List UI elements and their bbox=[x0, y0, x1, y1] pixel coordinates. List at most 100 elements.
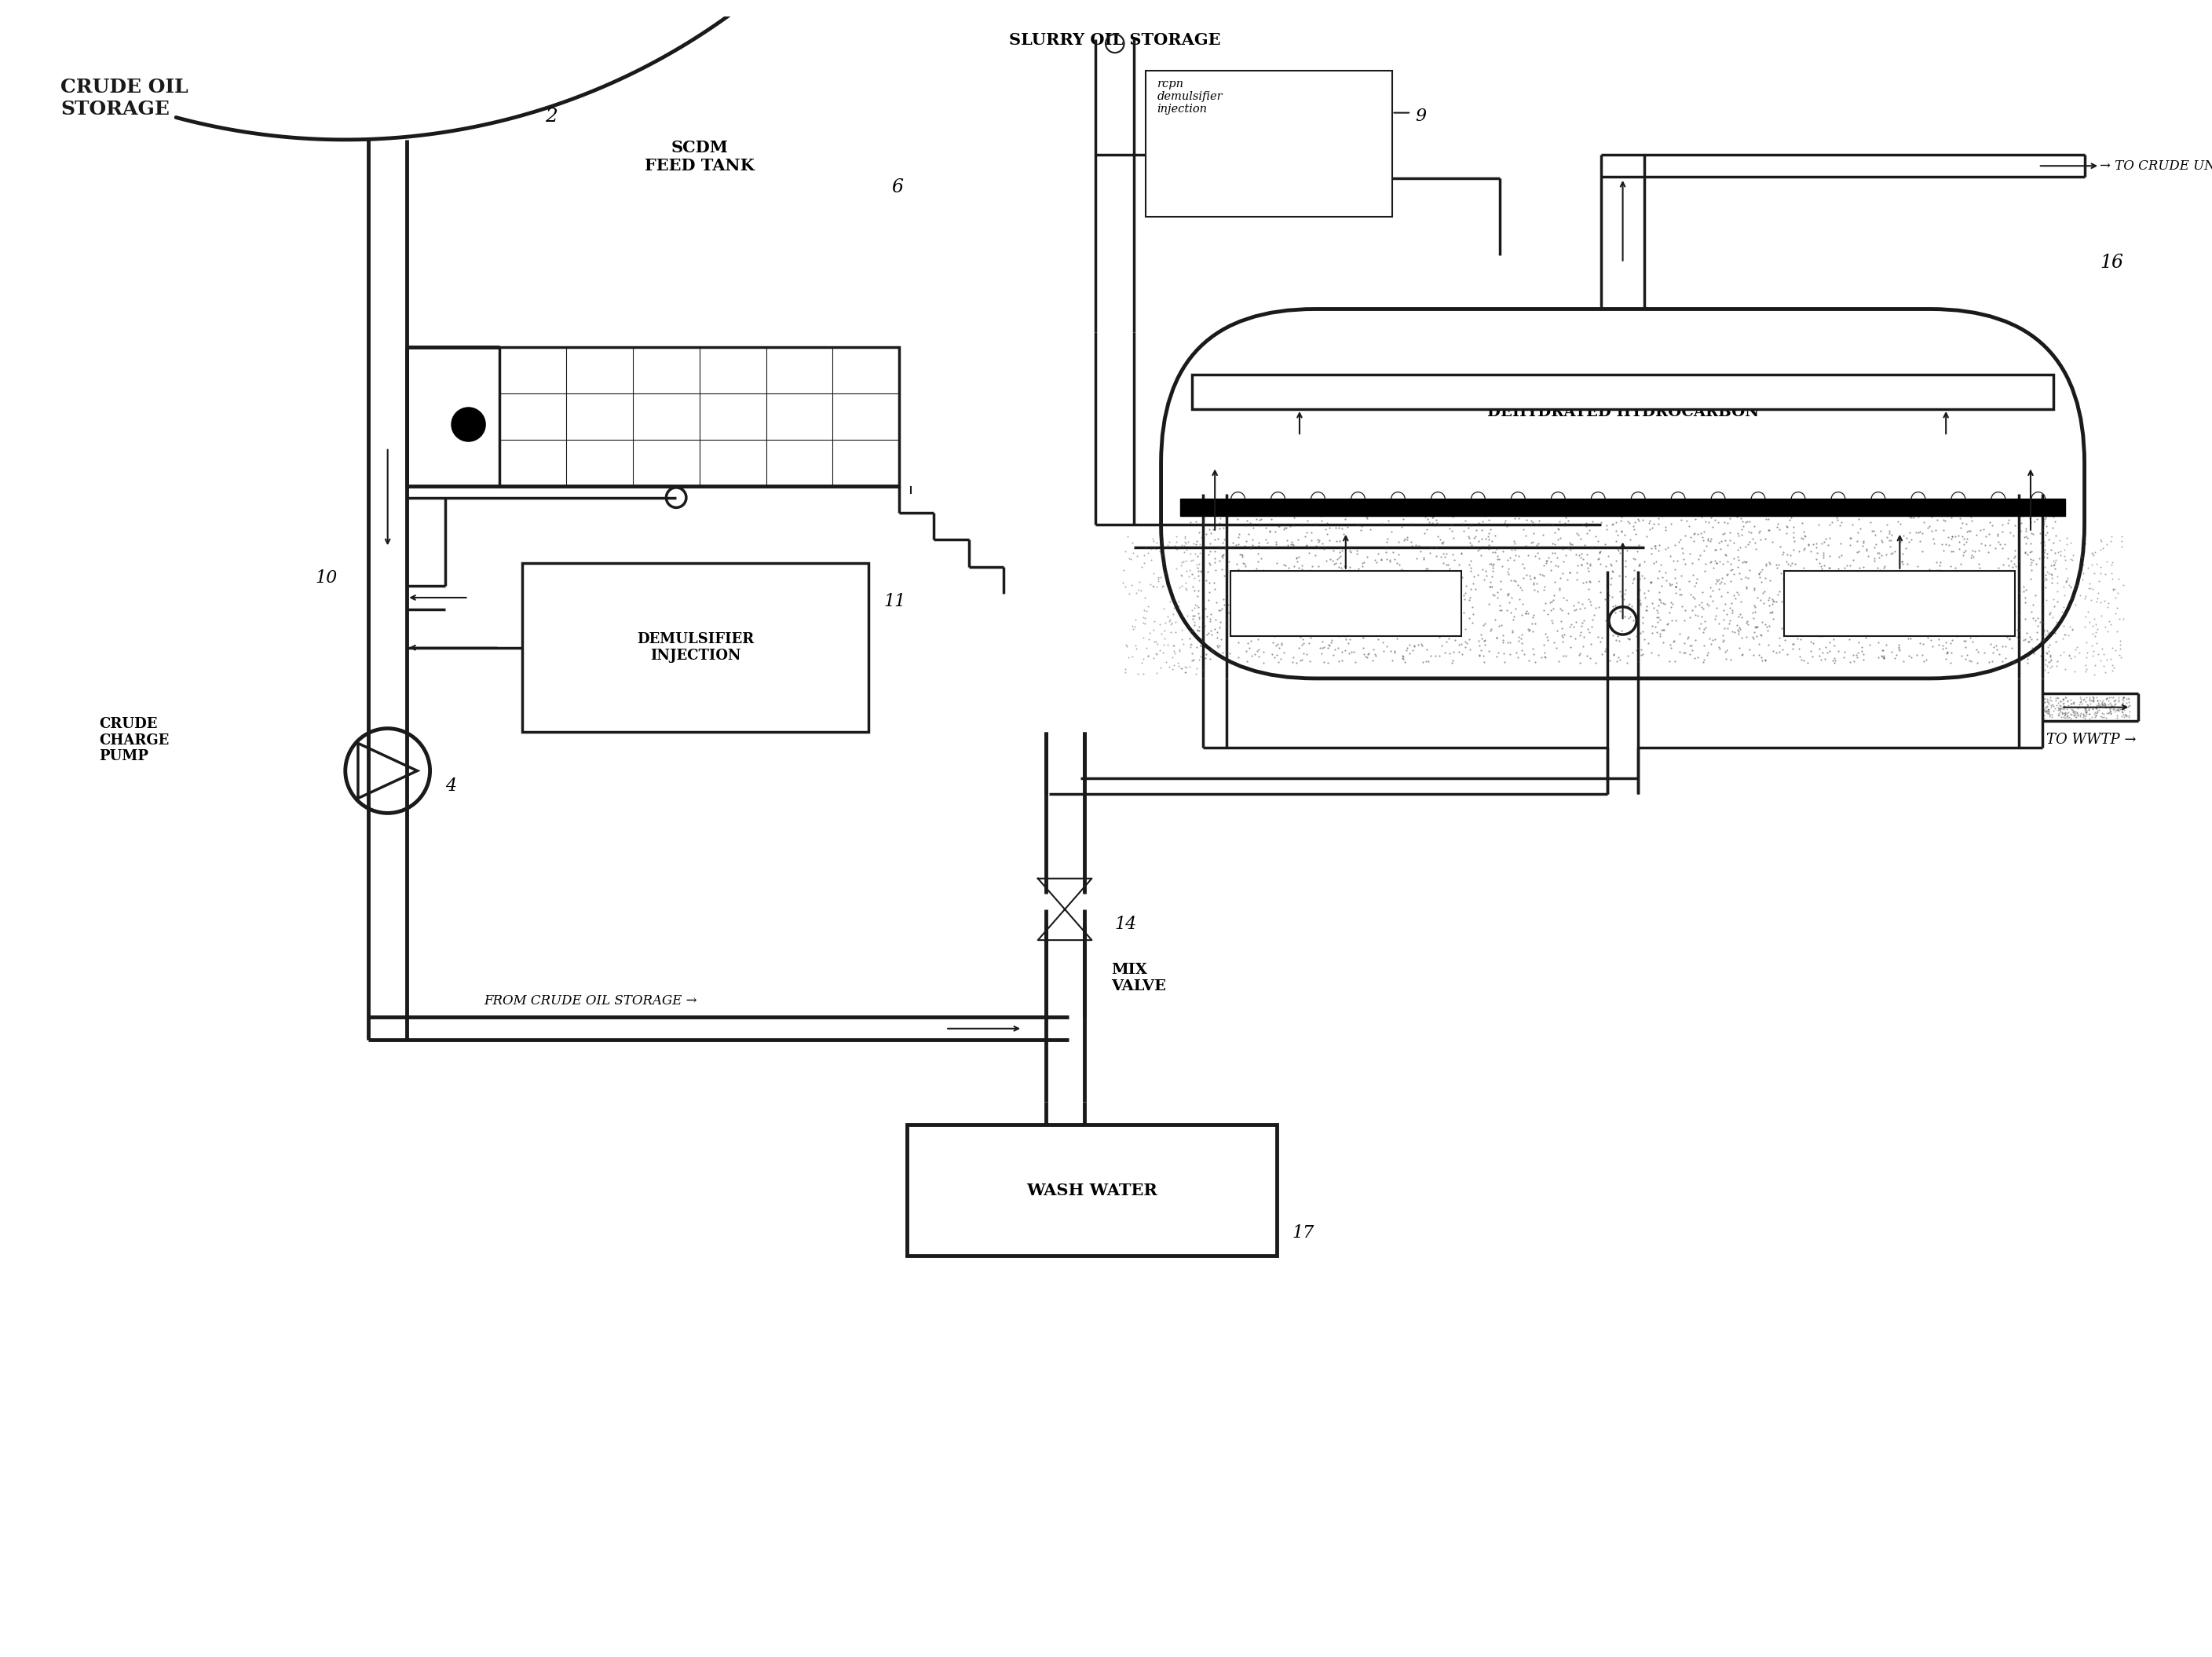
Point bbox=[1697, 507, 1732, 534]
Point bbox=[1728, 573, 1763, 600]
Point bbox=[2088, 704, 2124, 731]
Point bbox=[1796, 583, 1832, 610]
Point bbox=[1506, 641, 1542, 668]
Point bbox=[1851, 631, 1887, 658]
Point bbox=[1221, 532, 1256, 558]
Point bbox=[1303, 504, 1338, 530]
Point bbox=[1666, 630, 1701, 656]
Point bbox=[1321, 623, 1356, 650]
Point bbox=[1159, 620, 1194, 646]
Point bbox=[1369, 580, 1405, 606]
Point bbox=[1405, 573, 1440, 600]
Point bbox=[2079, 688, 2115, 714]
Point bbox=[1902, 565, 1938, 592]
Point bbox=[1310, 650, 1345, 676]
Point bbox=[1192, 530, 1228, 557]
Point bbox=[1517, 563, 1553, 590]
Point bbox=[1947, 575, 1982, 601]
Point bbox=[1701, 509, 1736, 535]
Point bbox=[1825, 620, 1860, 646]
Point bbox=[2026, 539, 2062, 565]
Point bbox=[1276, 598, 1312, 625]
Point bbox=[2026, 510, 2062, 537]
Point bbox=[2059, 703, 2095, 729]
Point bbox=[1663, 562, 1699, 588]
Point bbox=[1878, 645, 1913, 671]
Point bbox=[2013, 623, 2048, 650]
Point bbox=[1776, 519, 1812, 545]
Point bbox=[1723, 601, 1759, 628]
Point bbox=[1785, 525, 1820, 552]
Point bbox=[1429, 628, 1464, 655]
Point bbox=[1803, 646, 1838, 673]
Point bbox=[2033, 693, 2068, 719]
Point bbox=[1783, 643, 1818, 669]
Point bbox=[1272, 603, 1307, 630]
Point bbox=[1369, 535, 1405, 562]
Point bbox=[1705, 550, 1741, 577]
Point bbox=[1641, 592, 1677, 618]
Point bbox=[1436, 606, 1471, 633]
Point bbox=[1962, 517, 1997, 543]
Point bbox=[1486, 539, 1522, 565]
Point bbox=[1511, 615, 1546, 641]
Point bbox=[1770, 550, 1805, 577]
Point bbox=[2095, 658, 2130, 684]
Point bbox=[1730, 509, 1765, 535]
Point bbox=[1323, 550, 1358, 577]
Point bbox=[1661, 640, 1697, 666]
Point bbox=[1413, 540, 1449, 567]
Point bbox=[1710, 510, 1745, 537]
Point bbox=[1192, 570, 1228, 597]
Point bbox=[1228, 532, 1263, 558]
Point bbox=[1243, 512, 1279, 539]
Point bbox=[1584, 641, 1619, 668]
Point bbox=[1902, 592, 1938, 618]
Point bbox=[1239, 605, 1274, 631]
Point bbox=[1471, 532, 1506, 558]
Point bbox=[1429, 563, 1464, 590]
Point bbox=[2028, 640, 2064, 666]
Point bbox=[1455, 593, 1491, 620]
Point bbox=[1922, 557, 1958, 583]
Point bbox=[1761, 625, 1796, 651]
Point bbox=[1854, 578, 1889, 605]
Point bbox=[1292, 583, 1327, 610]
Point bbox=[1865, 542, 1900, 568]
Point bbox=[1584, 578, 1619, 605]
Point bbox=[1210, 613, 1245, 640]
Point bbox=[1206, 592, 1241, 618]
Point bbox=[2008, 620, 2044, 646]
Point bbox=[1694, 588, 1730, 615]
Point bbox=[1533, 588, 1568, 615]
Point bbox=[1531, 626, 1566, 653]
Point bbox=[1396, 558, 1431, 585]
Point bbox=[1130, 643, 1166, 669]
Point bbox=[1436, 547, 1471, 573]
Point bbox=[1144, 529, 1179, 555]
Point bbox=[1498, 568, 1533, 595]
Point bbox=[1301, 529, 1336, 555]
Point bbox=[1363, 547, 1398, 573]
Point bbox=[1670, 625, 1705, 651]
Point bbox=[1712, 606, 1747, 633]
Point bbox=[2011, 542, 2046, 568]
Point bbox=[1661, 529, 1697, 555]
Point bbox=[1276, 645, 1312, 671]
Point bbox=[1893, 504, 1929, 530]
Point bbox=[1509, 598, 1544, 625]
Point bbox=[1677, 520, 1712, 547]
Point bbox=[1168, 655, 1203, 681]
Point bbox=[2075, 696, 2110, 722]
Point bbox=[1559, 558, 1595, 585]
Point bbox=[1186, 621, 1221, 648]
Point bbox=[1781, 585, 1816, 611]
Point bbox=[1453, 547, 1489, 573]
Point bbox=[1736, 598, 1772, 625]
Point bbox=[1119, 636, 1155, 663]
Point bbox=[2004, 510, 2039, 537]
Point bbox=[2088, 548, 2124, 575]
Point bbox=[1730, 608, 1765, 635]
Point bbox=[1298, 532, 1334, 558]
Point bbox=[1201, 633, 1237, 659]
